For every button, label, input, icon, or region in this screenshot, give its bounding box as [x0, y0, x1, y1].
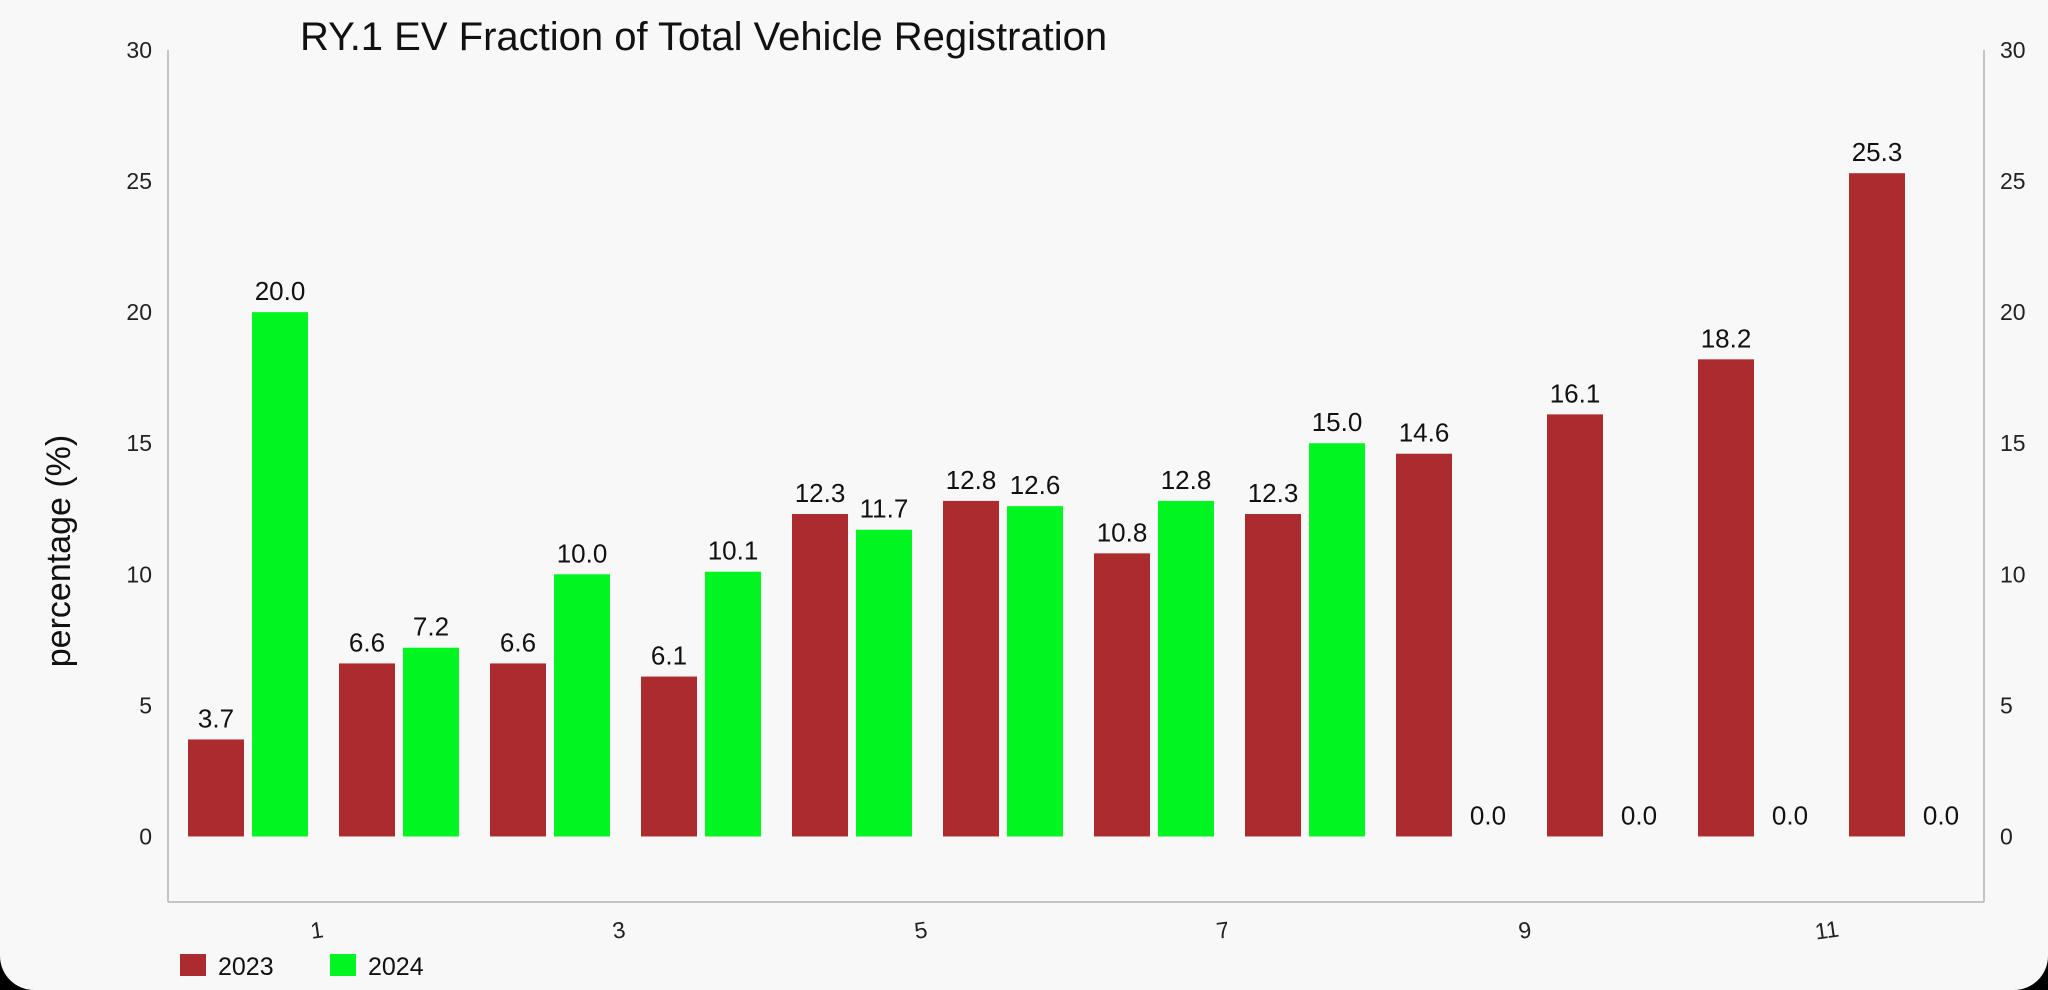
data-label: 0.0 [1621, 800, 1657, 830]
bar-2023 [1396, 453, 1452, 837]
legend-label: 2023 [218, 953, 274, 981]
y-tick-label: 20 [126, 299, 152, 325]
data-label: 12.3 [1248, 478, 1299, 508]
legend-swatch [330, 954, 356, 976]
y-tick-label-right: 30 [2000, 37, 2026, 63]
x-tick-label: 9 [1517, 916, 1533, 944]
bar-2023 [1094, 553, 1150, 837]
bar-2024 [1309, 443, 1365, 837]
data-label: 6.6 [500, 627, 536, 657]
chart-title: RY.1 EV Fraction of Total Vehicle Regist… [300, 15, 1107, 59]
data-label: 6.6 [349, 627, 385, 657]
x-tick-label: 7 [1215, 916, 1231, 944]
y-tick-label: 5 [139, 692, 152, 718]
bar-2024 [705, 571, 761, 837]
y-tick-label: 25 [126, 168, 152, 194]
bar-2023 [188, 739, 244, 837]
data-label: 14.6 [1399, 418, 1450, 448]
legend: 2023 2024 [180, 953, 424, 981]
bar-2024 [856, 529, 912, 837]
data-label: 11.7 [860, 494, 909, 524]
data-label: 0.0 [1772, 800, 1808, 830]
bar-2024 [1158, 500, 1214, 837]
data-label: 7.2 [413, 612, 449, 642]
y-axis-label: percentage (%) [40, 435, 78, 667]
bar-2023 [490, 663, 546, 837]
bar-2023 [1849, 173, 1905, 837]
data-label: 3.7 [198, 703, 234, 733]
bar-2024 [252, 312, 308, 837]
data-label: 15.0 [1312, 407, 1363, 437]
bar-2023 [1698, 359, 1754, 837]
bar-2024 [1007, 506, 1063, 837]
data-label: 12.3 [795, 478, 846, 508]
y-tick-label-right: 15 [2000, 430, 2026, 456]
data-label: 12.8 [1161, 465, 1212, 495]
bar-2023 [943, 500, 999, 837]
y-tick-label-right: 0 [2000, 823, 2013, 849]
data-label: 0.0 [1470, 800, 1506, 830]
x-tick-label: 1 [309, 916, 325, 944]
data-label: 10.1 [708, 536, 759, 566]
data-label: 16.1 [1550, 378, 1601, 408]
data-label: 6.1 [651, 641, 687, 671]
y-tick-label: 0 [139, 823, 152, 849]
bars [188, 173, 1905, 837]
data-label: 12.6 [1010, 470, 1061, 500]
bar-2023 [1547, 414, 1603, 837]
y-tick-label-right: 25 [2000, 168, 2026, 194]
bar-2023 [792, 514, 848, 837]
y-tick-label-right: 10 [2000, 561, 2026, 587]
axes: 0 0 5 5 10 10 15 15 20 20 25 25 30 30 1 3 5 7 9 11 [126, 37, 2025, 945]
data-label: 10.0 [557, 538, 608, 568]
bar-2024 [554, 574, 610, 837]
data-labels: 3.7 20.0 6.6 7.2 6.6 10.0 6.1 10.1 12.3 11.7 12.8 1… [198, 137, 1959, 830]
x-tick-label: 5 [913, 916, 929, 944]
bar-2023 [1245, 514, 1301, 837]
y-tick-label: 30 [126, 37, 152, 63]
bar-2024 [403, 647, 459, 837]
data-label: 0.0 [1923, 800, 1959, 830]
data-label: 10.8 [1097, 517, 1148, 547]
y-tick-label-right: 20 [2000, 299, 2026, 325]
y-tick-label: 10 [126, 561, 152, 587]
data-label: 20.0 [255, 276, 306, 306]
bar-2023 [641, 676, 697, 837]
data-label: 25.3 [1852, 137, 1903, 167]
x-tick-label: 3 [611, 916, 627, 944]
x-tick-label: 11 [1813, 916, 1840, 945]
legend-swatch [180, 954, 206, 976]
legend-label: 2024 [368, 953, 424, 981]
data-label: 12.8 [946, 465, 997, 495]
bar-2023 [339, 663, 395, 837]
data-label: 18.2 [1701, 323, 1752, 353]
y-tick-label: 15 [126, 430, 152, 456]
y-tick-label-right: 5 [2000, 692, 2013, 718]
